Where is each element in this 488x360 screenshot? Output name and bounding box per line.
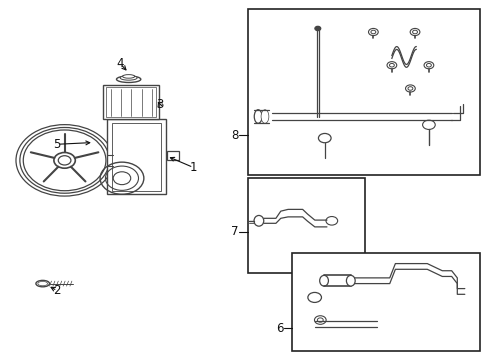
Text: 4: 4 [117,57,124,71]
Text: 3: 3 [155,99,163,112]
Ellipse shape [346,275,354,286]
Bar [106,87,156,117]
Ellipse shape [36,280,49,287]
Circle shape [314,26,320,31]
Ellipse shape [122,75,135,78]
Circle shape [426,63,430,67]
Circle shape [412,30,417,34]
Bar [291,253,479,351]
Circle shape [370,30,375,34]
Text: 5: 5 [54,138,61,151]
Text: 7: 7 [230,225,238,238]
Bar [248,9,479,175]
Ellipse shape [38,282,47,286]
Text: 8: 8 [230,129,238,142]
Ellipse shape [116,76,141,82]
Text: 2: 2 [54,284,61,297]
Bar [112,123,161,191]
Ellipse shape [120,76,137,80]
Circle shape [407,87,412,90]
Bar [248,178,365,273]
Ellipse shape [261,110,268,123]
Ellipse shape [319,275,328,286]
Ellipse shape [253,215,263,226]
Bar [103,85,159,119]
Text: 6: 6 [275,322,283,335]
Ellipse shape [254,110,262,123]
Circle shape [388,63,393,67]
Circle shape [58,156,71,165]
Text: 1: 1 [189,161,197,174]
Bar [166,152,179,160]
Bar [107,119,165,194]
